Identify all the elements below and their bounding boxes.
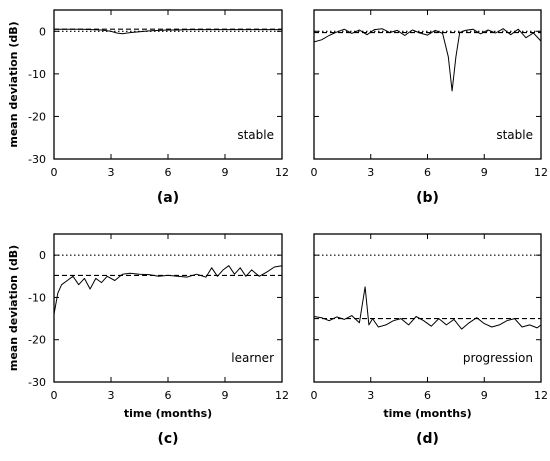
annotation-label: stable: [237, 128, 274, 142]
x-tick-label: 0: [51, 166, 58, 179]
x-tick-label: 9: [481, 389, 488, 402]
y-tick-label: -20: [28, 110, 46, 123]
panel-caption: (b): [416, 190, 439, 206]
x-tick-label: 12: [534, 166, 548, 179]
x-tick-label: 6: [424, 166, 431, 179]
x-tick-label: 12: [534, 389, 548, 402]
x-tick-label: 0: [51, 389, 58, 402]
x-tick-label: 9: [481, 166, 488, 179]
series-line: [54, 28, 282, 35]
panel-caption: (a): [157, 190, 179, 206]
x-axis-label: time (months): [383, 407, 471, 420]
series-line: [53, 265, 283, 315]
y-tick-label: 0: [39, 249, 46, 262]
x-tick-label: 3: [108, 166, 115, 179]
panel-a: 0 3 6 9 12 0 -10 -20 -30 stable mean deviation (dB…: [7, 9, 289, 206]
y-tick-label: 0: [39, 25, 46, 38]
panel-caption: (d): [416, 431, 439, 447]
x-tick-label: 9: [222, 389, 229, 402]
x-tick-label: 6: [424, 389, 431, 402]
panel-caption: (c): [157, 431, 178, 447]
panel-c: 0 3 6 9 12 0 -10 -20 -30 learner mean deviation (d…: [7, 233, 289, 447]
x-axis-label: time (months): [124, 407, 212, 420]
annotation-label: stable: [496, 128, 533, 142]
y-axis-label: mean deviation (dB): [7, 21, 20, 147]
x-tick-label: 0: [311, 166, 318, 179]
x-tick-label: 9: [222, 166, 229, 179]
x-tick-label: 12: [275, 389, 289, 402]
y-axis-label: mean deviation (dB): [7, 245, 20, 371]
x-tick-label: 3: [367, 166, 374, 179]
annotation-label: learner: [231, 351, 274, 365]
panel-b: 0 3 6 9 12 stable (b): [311, 9, 548, 206]
y-tick-label: -30: [28, 153, 46, 166]
y-tick-label: -20: [28, 334, 46, 347]
y-tick-label: -10: [28, 68, 46, 81]
y-tick-label: -10: [28, 291, 46, 304]
x-tick-label: 3: [108, 389, 115, 402]
annotation-label: progression: [463, 351, 533, 365]
series-line: [313, 28, 542, 92]
x-tick-label: 12: [275, 166, 289, 179]
x-tick-label: 6: [165, 166, 172, 179]
panel-d: 0 3 6 9 12 progression time (months) (d): [311, 233, 548, 447]
x-tick-label: 0: [311, 389, 318, 402]
x-tick-label: 3: [367, 389, 374, 402]
y-tick-label: -30: [28, 376, 46, 389]
series-line: [313, 286, 542, 330]
x-tick-label: 6: [165, 389, 172, 402]
